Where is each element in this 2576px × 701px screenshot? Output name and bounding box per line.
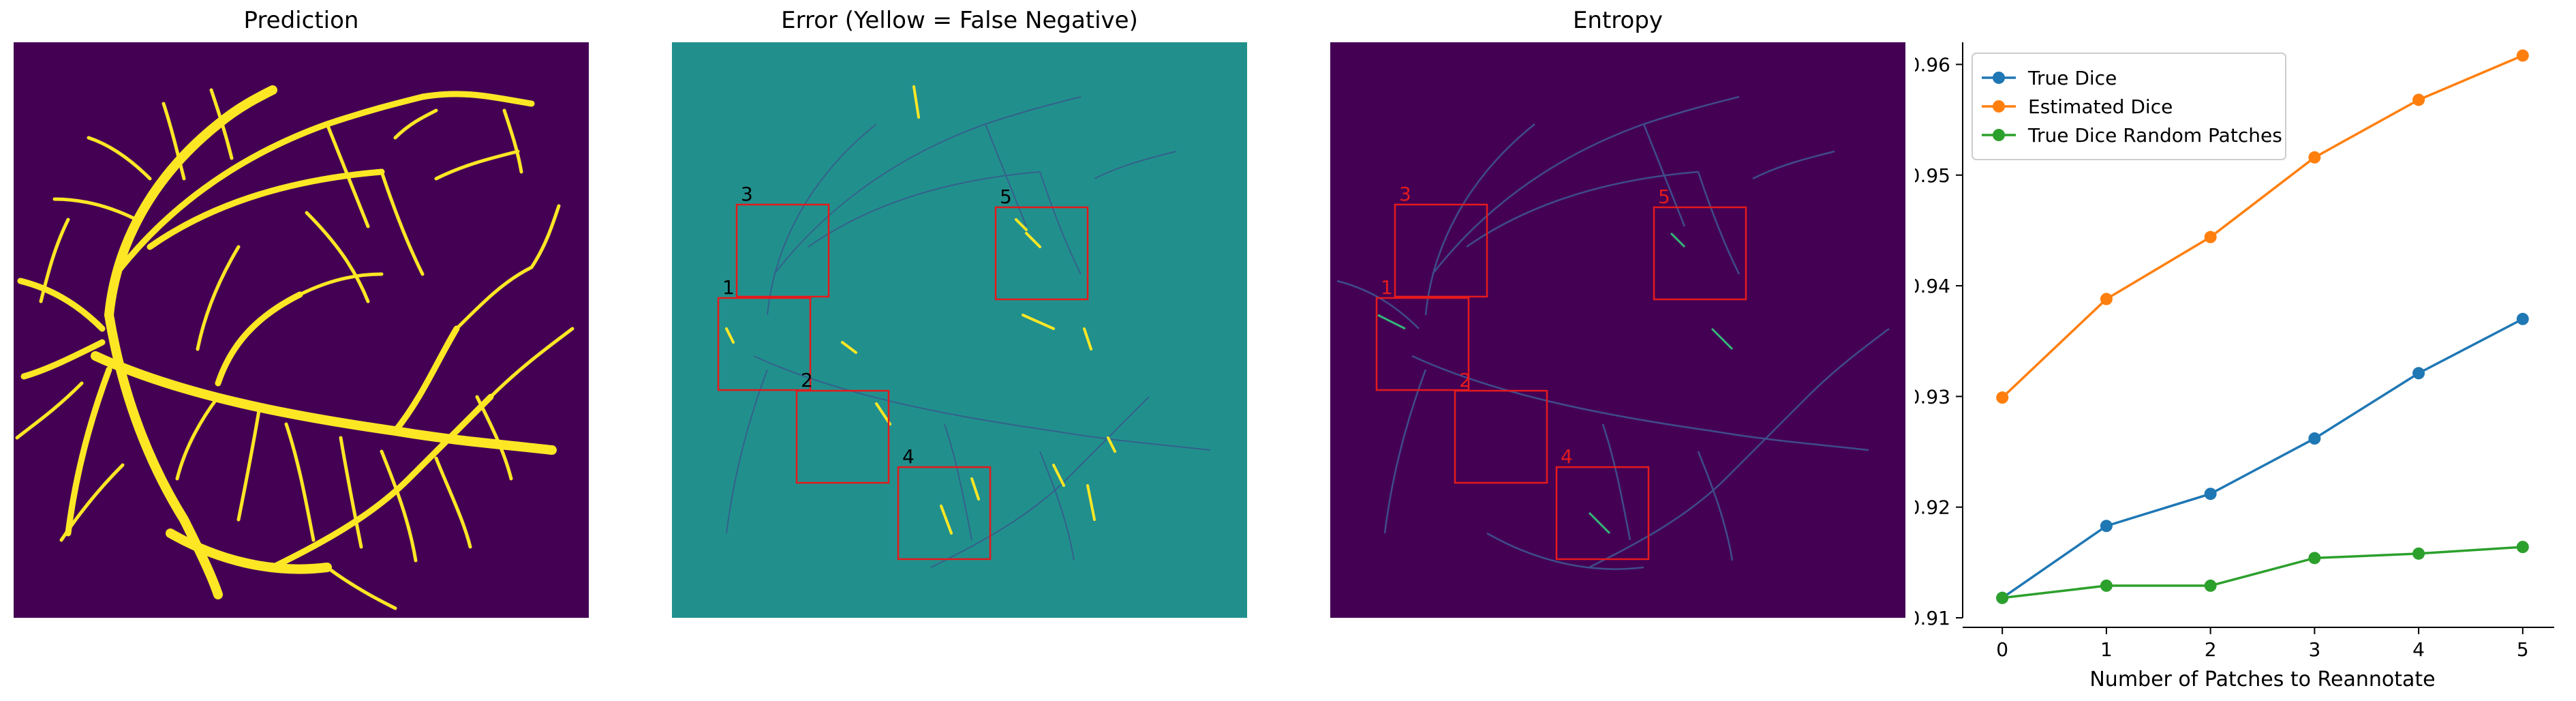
entropy-background: [1330, 42, 1905, 618]
x-tick-label: 3: [2308, 638, 2320, 661]
error-patch-label-5: 5: [1000, 185, 1012, 208]
entropy-box-4: [1555, 466, 1650, 561]
x-tick-label: 0: [1996, 638, 2008, 661]
x-tick-label: 1: [2100, 638, 2113, 661]
entropy-patch-label-2: 2: [1459, 369, 1471, 391]
y-tick-label: 0.96: [1915, 53, 1950, 76]
legend: True Dice Estimated Dice True Dice Random …: [1972, 53, 2286, 160]
data-point: [2308, 552, 2321, 565]
legend-swatch-marker: [1993, 72, 2005, 84]
data-point: [1996, 591, 2009, 604]
error-patch-label-1: 1: [722, 276, 735, 299]
error-patch-label-3: 3: [741, 183, 753, 205]
y-tick-label: 0.91: [1915, 607, 1950, 629]
error-background: [672, 42, 1247, 618]
entropy-patch-label-3: 3: [1399, 183, 1411, 205]
x-tick-label: 5: [2517, 638, 2529, 661]
x-axis-label: Number of Patches to Reannotate: [2089, 668, 2435, 691]
data-point: [2308, 432, 2321, 445]
entropy-box-1: [1375, 297, 1470, 391]
entropy-patch-label-4: 4: [1561, 445, 1573, 468]
data-point: [2100, 579, 2113, 592]
y-tick-label: 0.93: [1915, 385, 1950, 408]
y-axis: 0.91 0.92 0.93 0.94 0.95 0.96: [1915, 42, 1963, 629]
entropy-box-2: [1454, 389, 1548, 484]
legend-swatch-marker: [1993, 129, 2005, 141]
x-tick-label: 4: [2412, 638, 2425, 661]
data-point: [2204, 488, 2217, 501]
data-point: [2412, 547, 2425, 560]
error-patch-label-4: 4: [902, 445, 915, 468]
data-point: [2204, 579, 2217, 592]
y-tick-label: 0.94: [1915, 275, 1950, 297]
false-negative-traces: [725, 85, 1116, 535]
y-tick-label: 0.92: [1915, 496, 1950, 519]
error-patch-labels: 1 2 3 4 5: [722, 183, 1012, 468]
entropy-traces: [1336, 95, 1890, 570]
y-tick-label: 0.95: [1915, 164, 1950, 187]
data-point: [2412, 367, 2425, 380]
legend-label: Estimated Dice: [2028, 95, 2173, 118]
legend-label: True Dice: [2027, 67, 2117, 89]
data-point: [2516, 49, 2529, 62]
patch-box-5: [994, 206, 1089, 301]
data-point: [2204, 230, 2217, 243]
data-point: [1996, 391, 2009, 404]
patch-box-4: [897, 466, 992, 561]
data-point: [2308, 151, 2321, 164]
series-line-2: [2002, 546, 2523, 599]
series-layer: [1996, 49, 2529, 604]
entropy-patch-labels: 1 2 3 4 5: [1381, 183, 1670, 468]
error-patch-boxes: [717, 203, 1089, 561]
prediction-image: [14, 42, 589, 618]
legend-box: [1972, 53, 2286, 160]
dice-line-chart: 0.91 0.92 0.93 0.94 0.95 0.96 0 1 2 3 4 5 Number o…: [1915, 42, 2554, 691]
prediction-title: Prediction: [243, 7, 359, 34]
entropy-patch-boxes: [1375, 203, 1747, 561]
error-image: 1 2 3 4 5: [672, 42, 1247, 618]
x-axis: 0 1 2 3 4 5: [1963, 627, 2554, 661]
patch-box-2: [795, 389, 890, 484]
vessel-tree: [15, 85, 574, 610]
series-line-1: [2001, 54, 2524, 399]
data-point: [2100, 293, 2113, 305]
entropy-patch-label-5: 5: [1658, 185, 1670, 208]
entropy-image: 1 2 3 4 5: [1330, 42, 1905, 618]
error-title: Error (Yellow = False Negative): [781, 7, 1138, 34]
entropy-title: Entropy: [1572, 7, 1663, 34]
data-point: [2516, 541, 2529, 554]
data-point: [2100, 520, 2113, 533]
entropy-box-5: [1653, 206, 1747, 301]
error-patch-label-2: 2: [801, 369, 813, 391]
x-tick-label: 2: [2205, 638, 2217, 661]
entropy-box-3: [1394, 203, 1488, 298]
series-line-0: [2002, 318, 2524, 599]
data-point: [2516, 312, 2529, 325]
legend-label: True Dice Random Patches: [2027, 124, 2282, 147]
legend-swatch-marker: [1993, 100, 2005, 113]
patch-box-1: [717, 297, 812, 391]
false-positive-traces: [726, 96, 1211, 568]
data-point: [2412, 93, 2425, 106]
entropy-hotspots: [1377, 232, 1734, 535]
entropy-patch-label-1: 1: [1381, 276, 1393, 299]
patch-box-3: [735, 203, 830, 298]
